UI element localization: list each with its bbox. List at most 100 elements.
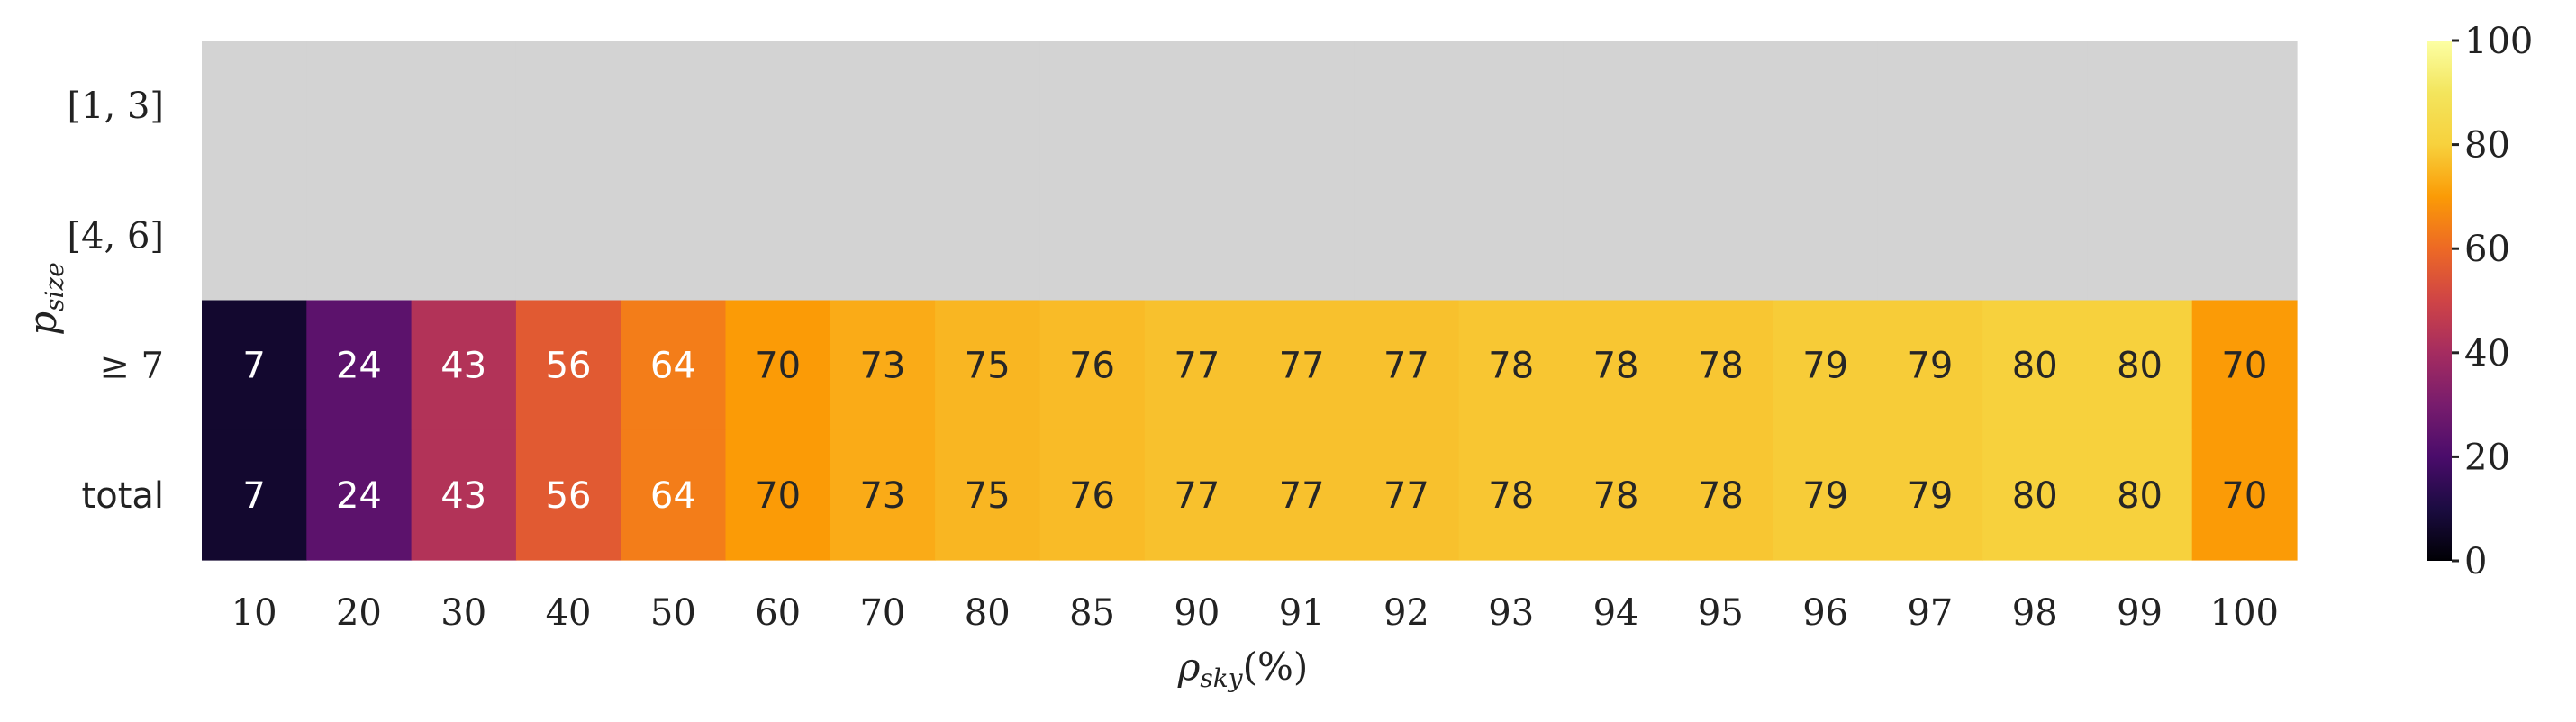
heatmap-cell [202, 170, 307, 302]
cell-value-label: 77 [1383, 475, 1429, 517]
heatmap-cell [1039, 300, 1146, 431]
x-axis-label: ρsky(%) [1177, 645, 1309, 693]
cell-value-label: 78 [1698, 346, 1744, 387]
x-axis-label-sub: sky [1200, 663, 1243, 693]
x-tick-labels: 10 20 30 40 50 60 70 80 85 90 91 92 93 94 95 96 97 98 99 10… [231, 592, 2279, 634]
heatmap-cell [2087, 170, 2193, 302]
heatmap-cell [621, 429, 727, 561]
heatmap-cell [2191, 300, 2298, 431]
cell-value-label: 70 [755, 346, 801, 387]
cell-value-label: 77 [1174, 346, 1220, 387]
y-axis-label-sub: size [40, 262, 69, 311]
heatmap-cell [1458, 170, 1565, 302]
heatmap-cell [830, 300, 936, 431]
heatmap-cell [830, 429, 936, 561]
heatmap-cell [1039, 429, 1146, 561]
x-tick-label: 50 [650, 592, 696, 634]
heatmap-cell [935, 41, 1040, 171]
heatmap-cell [411, 170, 517, 302]
cell-value-label: 80 [2117, 346, 2163, 387]
x-axis-label-main: ρ [1177, 645, 1201, 689]
x-tick-label: 30 [440, 592, 486, 634]
heatmap-cell [411, 429, 517, 561]
cell-value-label: 43 [440, 346, 486, 387]
heatmap-cell [830, 41, 936, 171]
heatmap-cell [411, 41, 517, 171]
heatmap-cell [1773, 300, 1879, 431]
cell-value-label: 78 [1593, 475, 1639, 517]
cell-value-label: 76 [1069, 475, 1115, 517]
cell-value-label: 77 [1383, 346, 1429, 387]
heatmap-cell [306, 170, 413, 302]
cell-value-label: 64 [650, 346, 696, 387]
cell-value-label: 56 [546, 475, 592, 517]
cell-value-label: 64 [650, 475, 696, 517]
x-tick-label: 70 [859, 592, 905, 634]
heatmap-cell [2191, 429, 2298, 561]
colorbar: 0 20 40 60 80 100 [2427, 21, 2533, 582]
heatmap-cell [1877, 429, 1983, 561]
heatmap-cell [935, 170, 1040, 302]
cell-value-label: 78 [1488, 475, 1534, 517]
y-axis-label-main: p [21, 311, 65, 336]
heatmap-cell [1982, 300, 2088, 431]
heatmap-cell [1249, 429, 1355, 561]
heatmap-cell [306, 429, 413, 561]
x-tick-label: 10 [231, 592, 277, 634]
heatmap-cell [1249, 300, 1355, 431]
x-tick-label: 91 [1279, 592, 1325, 634]
heatmap-cell [1039, 170, 1146, 302]
heatmap-cell [1354, 300, 1460, 431]
heatmap-cell [1773, 429, 1879, 561]
heatmap-cell [1877, 41, 1983, 171]
heatmap-cell [202, 429, 307, 561]
x-tick-label: 90 [1174, 592, 1220, 634]
heatmap-cell [1249, 170, 1355, 302]
heatmap-cell [1877, 300, 1983, 431]
x-tick-label: 85 [1069, 592, 1115, 634]
cell-value-label: 24 [336, 475, 382, 517]
heatmap-cell [1982, 429, 2088, 561]
heatmap-cell [935, 300, 1040, 431]
heatmap-cell [1563, 41, 1669, 171]
heatmap-cell [1144, 300, 1250, 431]
cell-value-label: 80 [2012, 475, 2058, 517]
cell-value-label: 79 [1802, 475, 1848, 517]
x-tick-label: 98 [2012, 592, 2058, 634]
heatmap-cell [1668, 429, 1774, 561]
cell-value-label: 75 [965, 475, 1011, 517]
heatmap-cell [1144, 429, 1250, 561]
heatmap-cell [621, 300, 727, 431]
cell-value-label: 43 [440, 475, 486, 517]
heatmap-cell [1039, 41, 1146, 171]
heatmap-cell [725, 41, 831, 171]
heatmap-cell [515, 41, 621, 171]
heatmap-cell [2087, 300, 2193, 431]
heatmap-cell [2087, 429, 2193, 561]
colorbar-tick-label: 80 [2464, 125, 2510, 167]
heatmap-cell [2191, 41, 2298, 171]
x-tick-label: 100 [2210, 592, 2279, 634]
heatmap-cell [1249, 41, 1355, 171]
cell-value-label: 78 [1488, 346, 1534, 387]
cell-value-label: 77 [1174, 475, 1220, 517]
colorbar-tick-label: 100 [2464, 21, 2533, 62]
heatmap-cell [1458, 300, 1565, 431]
cell-value-label: 78 [1593, 346, 1639, 387]
cell-value-label: 79 [1907, 475, 1953, 517]
heatmap-cell [725, 170, 831, 302]
y-axis-label: psize [21, 262, 69, 336]
heatmap-cell [2191, 170, 2298, 302]
heatmap-cell [1354, 170, 1460, 302]
colorbar-tick-label: 40 [2464, 333, 2510, 375]
heatmap-cell [1458, 41, 1565, 171]
heatmap-cell [621, 170, 727, 302]
colorbar-ticks: 0 20 40 60 80 100 [2452, 21, 2533, 582]
cell-value-label: 77 [1279, 346, 1325, 387]
heatmap-cell [830, 170, 936, 302]
heatmap-cell [515, 170, 621, 302]
heatmap-cell [725, 429, 831, 561]
heatmap-cell [1668, 170, 1774, 302]
x-tick-label: 96 [1802, 592, 1848, 634]
